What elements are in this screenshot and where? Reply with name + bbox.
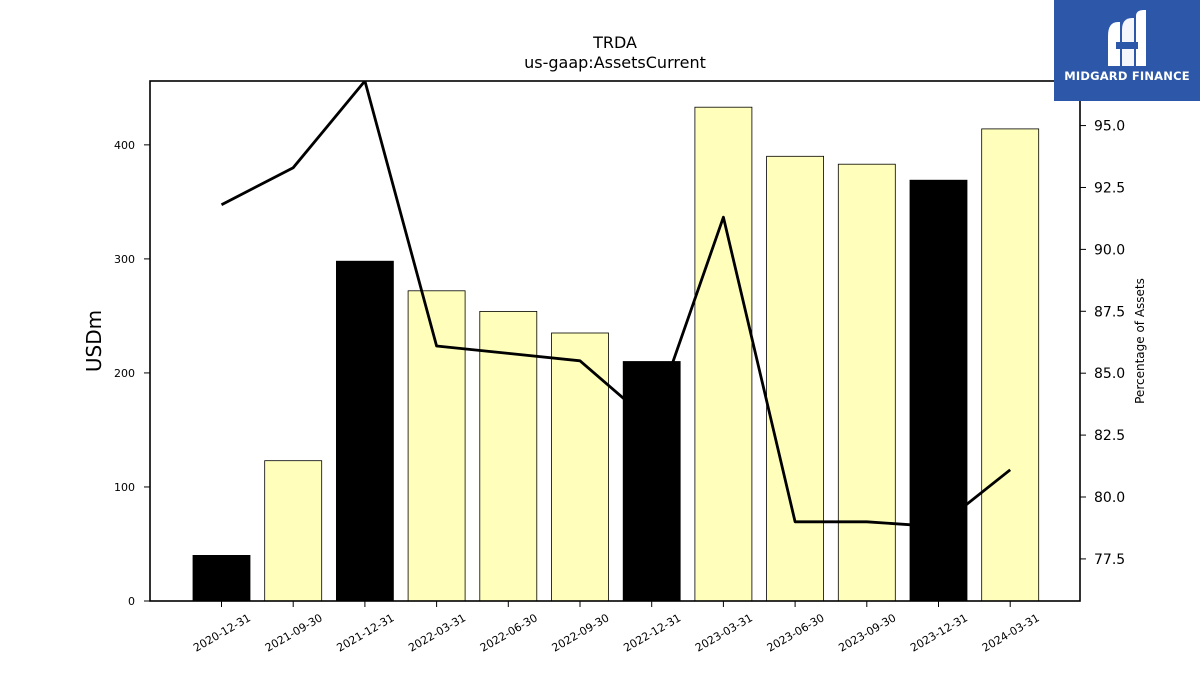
y-tick-label: 300: [114, 253, 135, 266]
x-tick-label: 2021-12-31: [335, 611, 397, 654]
y2-tick-label: 80.0: [1094, 490, 1125, 506]
x-tick-label: 2022-06-30: [478, 611, 540, 654]
percentage-line: [220, 81, 1012, 529]
x-tick-label: 2023-09-30: [836, 611, 898, 654]
bar-2023-09-30: [837, 163, 896, 602]
y-axis-label: USDm: [82, 310, 106, 372]
midgard-finance-logo: MIDGARD FINANCE: [1054, 0, 1200, 101]
y2-tick-label: 90.0: [1094, 242, 1125, 258]
logo-text: MIDGARD FINANCE: [1064, 69, 1190, 83]
logo-mark-icon: [1108, 10, 1146, 66]
plot-frame: [149, 80, 1081, 602]
y2-tick-label: 95.0: [1094, 119, 1125, 135]
bar-2020-12-31: [192, 555, 251, 602]
bar-2022-09-30: [551, 332, 609, 602]
y-tick-label: 100: [114, 481, 135, 494]
x-tick-label: 2023-03-31: [693, 611, 755, 654]
x-tick-label: 2020-12-31: [191, 611, 253, 654]
y2-tick-label: 77.5: [1094, 552, 1125, 568]
bar-2024-03-31: [981, 128, 1040, 602]
x-tick-label: 2022-12-31: [621, 611, 683, 654]
bar-2022-12-31: [622, 361, 681, 602]
x-axis: 2020-12-31 2021-09-30 2021-12-31 2022-03-31…: [191, 601, 1042, 655]
bar-2021-12-31: [335, 260, 394, 602]
x-tick-label: 2024-03-31: [980, 611, 1042, 654]
bars-group: [192, 106, 1040, 602]
y2-tick-label: 85.0: [1094, 366, 1125, 382]
x-tick-label: 2022-03-31: [406, 611, 468, 654]
chart-subtitle: us-gaap:AssetsCurrent: [524, 53, 706, 72]
y-axis-left: 0 100 200 300 400: [114, 139, 150, 608]
y-tick-label: 400: [114, 139, 135, 152]
x-tick-label: 2023-12-31: [908, 611, 970, 654]
x-tick-label: 2022-09-30: [550, 611, 612, 654]
y-tick-label: 200: [114, 367, 135, 380]
line-group: [220, 81, 1012, 529]
x-tick-label: 2021-09-30: [263, 611, 325, 654]
bar-2021-09-30: [264, 460, 323, 602]
y2-tick-label: 92.5: [1094, 180, 1125, 196]
y2-axis-label: Percentage of Assets: [1133, 278, 1147, 404]
chart-title: TRDA: [592, 33, 637, 52]
y-tick-label: 0: [128, 595, 135, 608]
bar-2023-03-31: [694, 106, 753, 602]
bar-2022-06-30: [479, 310, 538, 602]
y2-tick-label: 82.5: [1094, 428, 1125, 444]
bar-2023-06-30: [766, 155, 824, 602]
bar-2023-12-31: [909, 179, 968, 602]
y-axis-right: 77.5 80.0 82.5 85.0 87.5 90.0 92.5 95.0: [1080, 119, 1125, 568]
bar-2022-03-31: [407, 290, 466, 602]
y2-tick-label: 87.5: [1094, 304, 1125, 320]
x-tick-label: 2023-06-30: [765, 611, 827, 654]
